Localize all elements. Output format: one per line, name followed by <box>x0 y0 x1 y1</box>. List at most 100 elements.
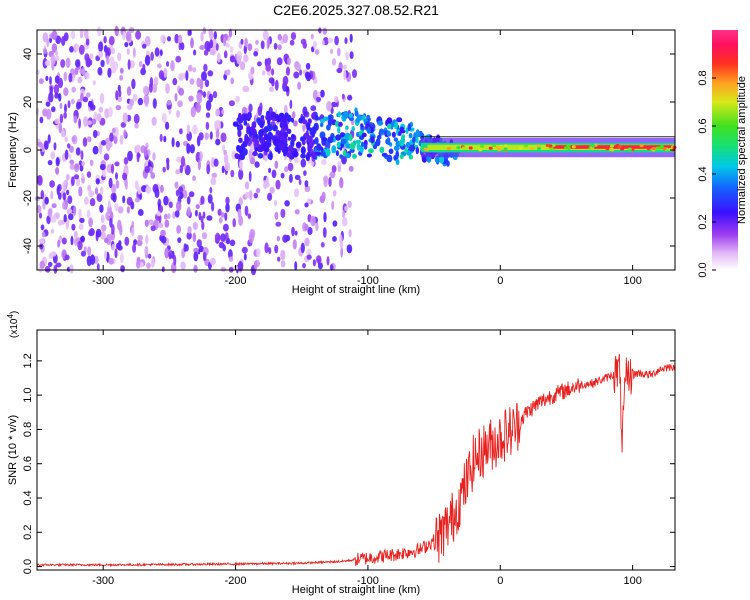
noise-blob <box>74 67 79 75</box>
transition-blob <box>286 152 293 158</box>
noise-blob <box>87 136 91 142</box>
transition-blob <box>339 132 345 138</box>
transition-blob <box>254 139 260 148</box>
noise-blob <box>71 98 75 105</box>
noise-blob <box>268 167 272 173</box>
noise-blob <box>265 63 272 72</box>
transition-blob <box>234 153 240 159</box>
noise-blob <box>344 205 349 212</box>
noise-blob <box>96 193 103 202</box>
noise-blob <box>89 159 94 167</box>
noise-blob <box>208 32 214 40</box>
carrier-blob <box>537 147 541 151</box>
noise-blob <box>327 37 334 43</box>
noise-blob <box>36 107 40 116</box>
noise-blob <box>274 211 279 220</box>
noise-blob <box>320 89 325 98</box>
noise-blob <box>167 36 171 42</box>
noise-blob <box>67 100 71 109</box>
noise-blob <box>215 138 221 146</box>
noise-blob <box>115 90 119 101</box>
transition-blob <box>239 124 244 131</box>
carrier-blob <box>423 147 428 151</box>
noise-blob <box>78 208 82 219</box>
noise-blob <box>99 164 106 171</box>
carrier-blob <box>504 144 508 148</box>
noise-blob <box>257 61 262 67</box>
noise-blob <box>331 165 337 173</box>
noise-blob <box>44 196 49 205</box>
noise-blob <box>142 63 146 72</box>
noise-blob <box>229 46 234 54</box>
noise-blob <box>349 33 353 43</box>
noise-blob <box>187 226 192 234</box>
noise-blob <box>343 64 347 70</box>
noise-blob <box>264 181 270 188</box>
noise-blob <box>62 192 67 201</box>
noise-blob <box>241 246 248 254</box>
noise-blob <box>216 52 221 63</box>
carrier-blob <box>468 146 473 150</box>
noise-blob <box>163 213 168 220</box>
noise-blob <box>172 211 176 219</box>
colorbar: 0.0 0.2 0.4 0.6 0.8 Normalized spectral ampl… <box>697 30 748 278</box>
noise-blob <box>65 57 71 68</box>
transition-blob <box>366 114 371 120</box>
noise-blob <box>180 156 186 167</box>
noise-blob <box>80 150 84 161</box>
carrier-blob <box>591 144 596 148</box>
noise-blob <box>84 196 89 205</box>
transition-blob <box>263 126 269 133</box>
noise-blob <box>152 183 159 193</box>
transition-blob <box>439 155 445 164</box>
noise-blob <box>293 157 300 164</box>
noise-blob <box>189 144 195 154</box>
noise-blob <box>62 201 66 210</box>
noise-blob <box>158 70 164 80</box>
noise-blob <box>84 28 89 39</box>
noise-blob <box>98 41 104 52</box>
colorbar-tick-label: 0.8 <box>697 70 709 85</box>
x-tick-label: -300 <box>92 575 114 587</box>
transition-blob <box>257 148 264 153</box>
noise-blob <box>77 240 83 251</box>
transition-blob <box>359 145 364 154</box>
noise-blob <box>126 48 130 55</box>
transition-blob <box>316 143 322 151</box>
carrier-blob <box>551 143 556 147</box>
noise-blob <box>50 215 57 223</box>
transition-blob <box>335 150 339 157</box>
transition-blob <box>315 114 319 121</box>
noise-blob <box>137 234 144 241</box>
transition-blob <box>232 121 239 127</box>
noise-blob <box>200 215 204 223</box>
noise-blob <box>329 264 334 271</box>
transition-blob <box>275 130 281 135</box>
noise-blob <box>204 40 211 52</box>
carrier-blob <box>610 147 614 151</box>
transition-blob <box>395 158 400 166</box>
noise-blob <box>282 75 289 86</box>
carrier-blob <box>610 144 614 148</box>
noise-blob <box>107 200 111 209</box>
noise-blob <box>244 205 249 217</box>
transition-blob <box>307 118 312 124</box>
carrier-blob <box>646 146 651 151</box>
noise-blob <box>117 52 122 61</box>
noise-blob <box>179 164 183 174</box>
carrier-blob <box>617 145 622 149</box>
transition-blob <box>311 126 317 135</box>
noise-blob <box>323 175 329 184</box>
noise-blob <box>244 181 250 190</box>
noise-blob <box>285 66 291 76</box>
carrier-blob <box>456 146 461 150</box>
noise-blob <box>273 199 277 207</box>
transition-blob <box>336 141 342 148</box>
noise-blob <box>226 69 231 76</box>
noise-blob <box>142 85 149 95</box>
noise-blob <box>326 256 330 266</box>
noise-blob <box>196 92 203 101</box>
noise-blob <box>125 179 128 190</box>
transition-blob <box>238 137 243 144</box>
noise-blob <box>122 172 128 181</box>
